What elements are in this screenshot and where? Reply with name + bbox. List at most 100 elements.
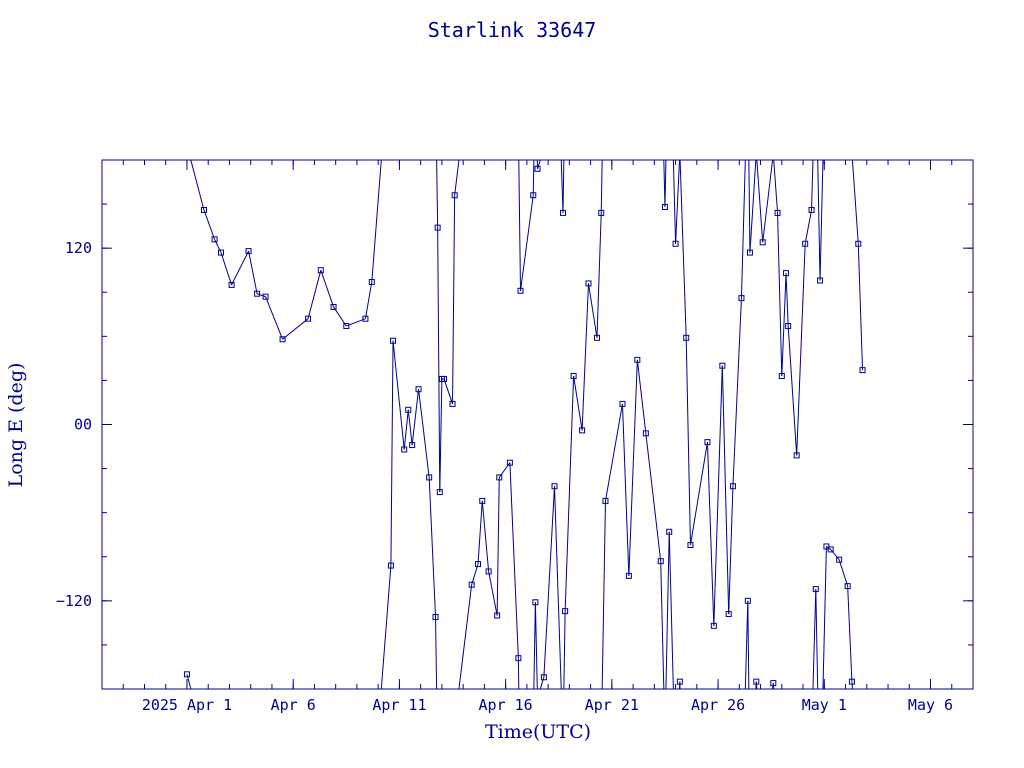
data-point xyxy=(744,597,751,604)
data-point xyxy=(506,459,513,466)
series-line xyxy=(621,403,630,576)
series-line xyxy=(481,500,490,572)
data-point xyxy=(245,248,252,255)
data-point xyxy=(683,334,690,341)
series-line xyxy=(785,273,789,327)
data-point xyxy=(479,497,486,504)
data-point xyxy=(719,362,726,369)
series-line xyxy=(518,160,522,291)
data-point xyxy=(704,439,711,446)
series-line xyxy=(477,500,483,565)
data-point xyxy=(666,528,673,535)
y-tick-label: 120 xyxy=(65,239,92,257)
data-point xyxy=(827,546,834,553)
series-line xyxy=(796,243,806,456)
series-line xyxy=(721,365,730,615)
axes: 2025 Apr 1 Apr 6 Apr 11 Apr 16 Apr 21 Apr 26 M… xyxy=(56,160,973,714)
series-line xyxy=(822,546,827,689)
series-line xyxy=(732,298,742,487)
series-line xyxy=(333,306,347,327)
series-line xyxy=(645,433,662,562)
series-line xyxy=(282,318,309,340)
y-axis-label: Long E (deg) xyxy=(5,363,27,488)
series-line xyxy=(543,486,555,678)
data-point xyxy=(562,608,569,615)
data-point xyxy=(802,240,809,247)
data-point xyxy=(534,165,541,172)
data-point xyxy=(634,356,641,363)
series-line xyxy=(214,239,222,253)
series-line xyxy=(679,160,687,338)
data-point xyxy=(579,427,586,434)
series-line xyxy=(664,160,667,208)
series-line xyxy=(231,250,250,286)
data-point xyxy=(317,267,324,274)
data-point xyxy=(540,674,547,681)
data-point xyxy=(710,622,717,629)
x-tick-label: Apr 11 xyxy=(372,696,426,714)
data-point xyxy=(619,400,626,407)
data-point xyxy=(434,224,441,231)
data-point xyxy=(759,239,766,246)
series-line xyxy=(672,160,677,244)
data-point xyxy=(746,249,753,256)
series-line xyxy=(689,442,708,546)
series-line xyxy=(539,677,545,689)
series-line xyxy=(817,160,821,281)
data-point xyxy=(405,406,412,413)
data-point xyxy=(657,558,664,565)
series-line xyxy=(811,160,814,210)
series-line xyxy=(520,195,534,291)
data-point xyxy=(770,680,777,687)
series-line xyxy=(857,243,864,371)
series-line xyxy=(812,589,817,689)
data-point xyxy=(729,483,736,490)
series-line xyxy=(403,409,409,450)
data-point xyxy=(451,192,458,199)
series-line xyxy=(256,293,266,298)
data-point xyxy=(368,278,375,285)
data-point xyxy=(217,249,224,256)
data-point xyxy=(859,367,866,374)
data-point xyxy=(200,206,207,213)
x-tick-label: Apr 16 xyxy=(479,696,533,714)
series-line xyxy=(762,160,774,243)
data-point xyxy=(661,204,668,211)
series-line xyxy=(346,318,366,327)
series-line xyxy=(600,160,603,213)
series-line xyxy=(390,340,394,566)
series xyxy=(183,160,866,689)
data-point xyxy=(401,446,408,453)
data-point xyxy=(449,400,456,407)
data-point xyxy=(783,270,790,277)
series-line xyxy=(428,477,437,618)
series-line xyxy=(248,251,258,294)
series-line xyxy=(728,486,734,615)
x-tick-label: 2025 Apr 1 xyxy=(142,696,232,714)
series-line xyxy=(668,531,674,689)
series-line xyxy=(747,600,750,689)
series-line xyxy=(265,296,284,340)
data-point xyxy=(387,562,394,569)
x-tick-label: May 6 xyxy=(908,696,953,714)
series-line xyxy=(665,531,670,689)
series-line xyxy=(418,389,430,478)
series-line xyxy=(553,486,562,689)
chart-title: Starlink 33647 xyxy=(428,18,597,42)
series-line xyxy=(509,462,519,659)
data-point xyxy=(778,373,785,380)
data-point xyxy=(725,611,732,618)
data-point xyxy=(330,303,337,310)
series-line xyxy=(564,375,575,612)
y-tick-label: −120 xyxy=(56,592,92,610)
data-point xyxy=(602,497,609,504)
series-line xyxy=(532,160,535,196)
data-point xyxy=(432,613,439,620)
data-point xyxy=(183,671,190,678)
data-point xyxy=(515,655,522,662)
x-tick-label: Apr 6 xyxy=(271,696,316,714)
data-point xyxy=(817,277,824,284)
series-line xyxy=(435,616,438,689)
series-line xyxy=(443,378,453,405)
